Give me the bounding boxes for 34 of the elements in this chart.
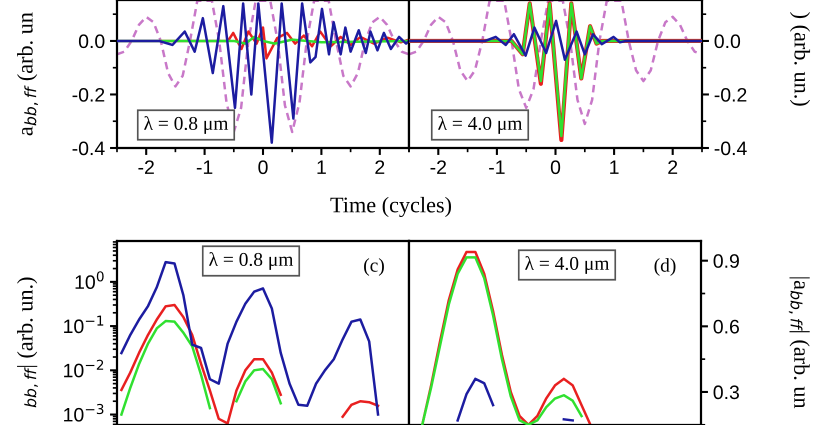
text: (d)	[654, 258, 676, 276]
x-tick-label: -1	[196, 160, 212, 174]
y-tick-label: 10$^{−1}$	[64, 316, 104, 334]
y-tick-label: 10$^{−3}$	[64, 404, 104, 422]
y-tick-label: 10$^{−2}$	[64, 360, 104, 378]
y-axis-title: ) (arb. un.)	[790, 12, 810, 106]
y-tick-label: 0.9	[714, 254, 739, 268]
y-tick-label: -0.4	[72, 141, 105, 156]
x-tick-label: -2	[138, 160, 154, 174]
annotation: λ = 4.0 μm	[525, 256, 610, 274]
x-tick-label: 0	[550, 160, 560, 174]
x-tick-label: -1	[489, 160, 505, 174]
y-tick-label: -0.2	[72, 88, 104, 102]
y-axis-title: $_{bb,ff}$| (arb. un.)	[17, 278, 38, 408]
annotation: (c)	[364, 258, 384, 276]
y-tick-label: 10$^{0}$	[76, 271, 104, 289]
y-tick-label: -0.4	[714, 141, 747, 156]
y-tick-label: 0.3	[714, 385, 739, 400]
y-axis-title: |a$_{bb,ff}$| (arb. un	[788, 277, 810, 408]
y-tick-label: 0.0	[714, 34, 740, 48]
x-axis-title: Time (cycles)	[330, 196, 452, 218]
y-axis-title: a$_{bb,ff}$ (arb. un	[17, 12, 38, 136]
x-tick-label: 1	[317, 160, 326, 174]
annotation: λ = 0.8 μm	[144, 116, 228, 134]
x-tick-label: 1	[610, 160, 619, 174]
y-tick-label: 0.6	[714, 320, 739, 334]
annotation: λ = 4.0 μm	[438, 116, 522, 134]
y-tick-label: -0.2	[714, 88, 746, 102]
x-tick-label: 2	[668, 160, 678, 174]
x-tick-label: -2	[430, 160, 446, 174]
x-tick-label: 2	[375, 160, 384, 174]
y-tick-label: 0.0	[78, 34, 104, 48]
annotation: λ = 0.8 μm	[209, 252, 294, 270]
x-tick-label: 0	[258, 160, 268, 174]
